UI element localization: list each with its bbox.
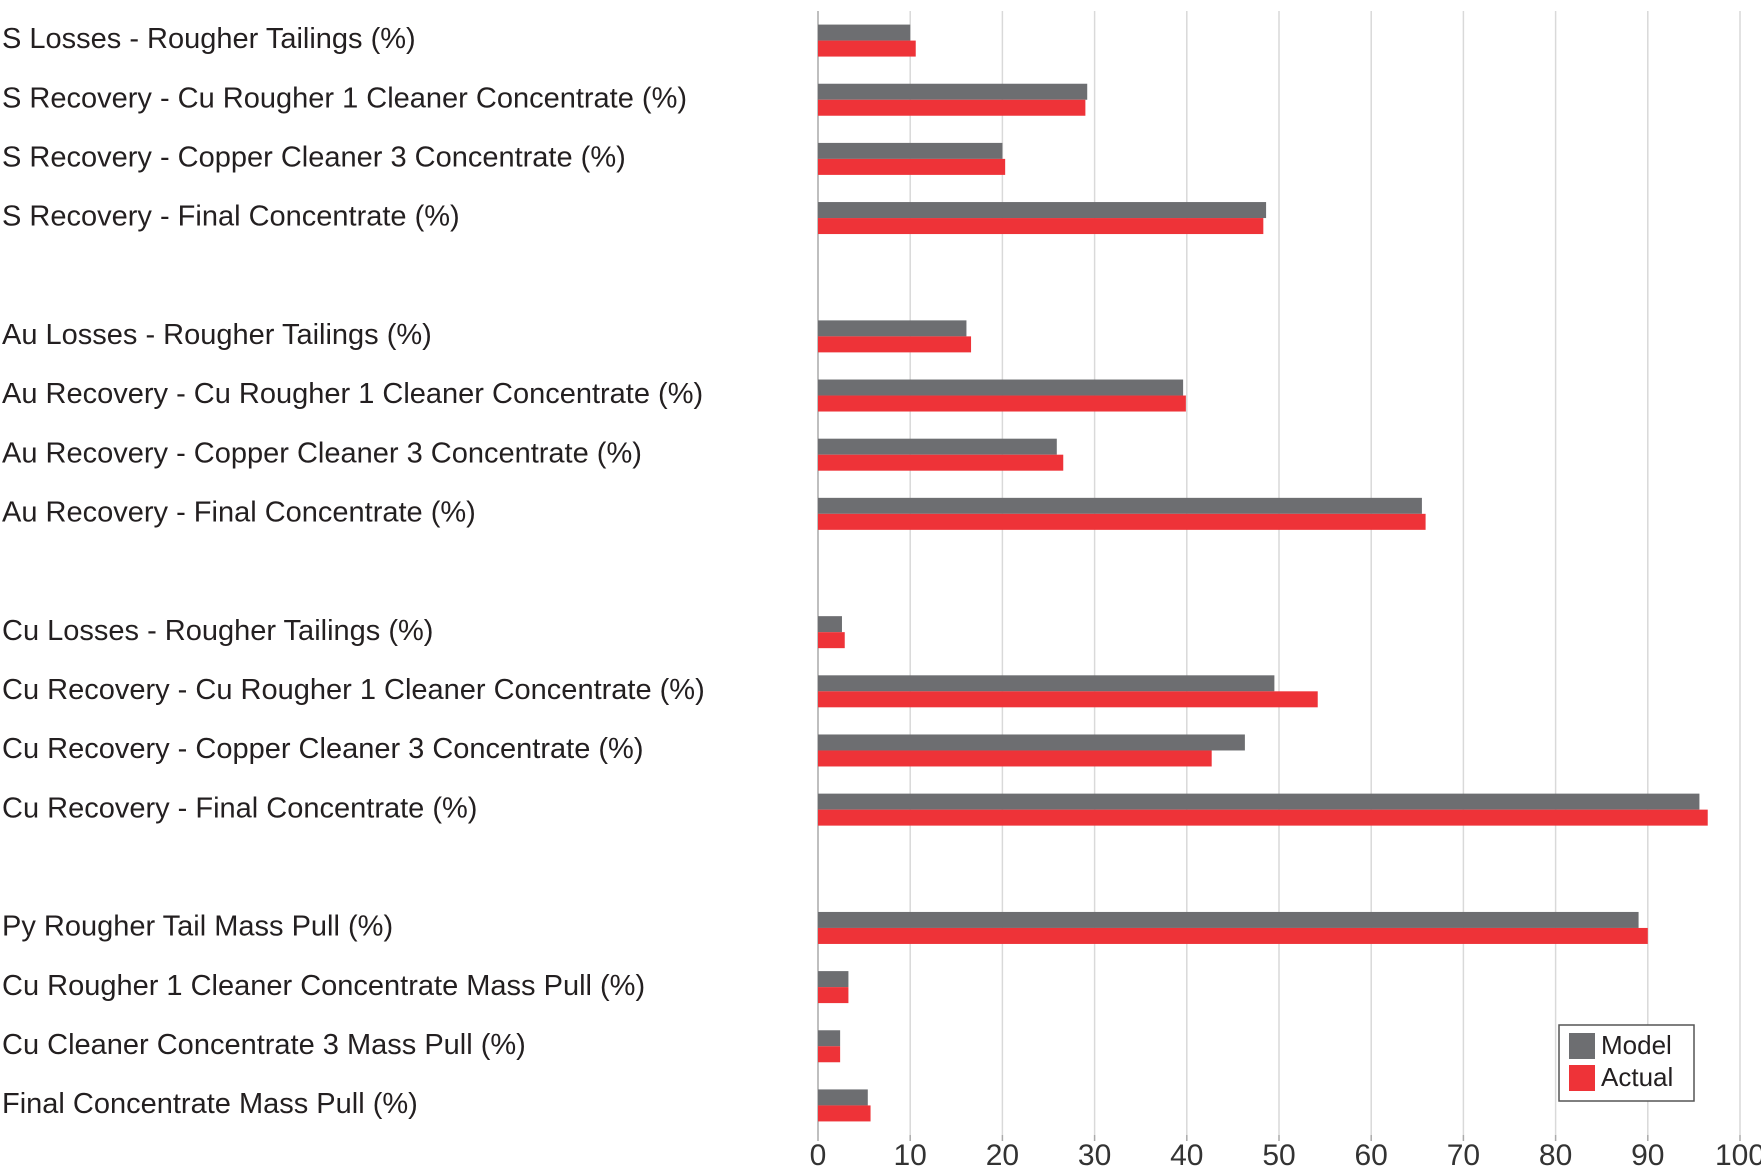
bar [818,1046,841,1063]
bar [818,911,1639,928]
x-tick-label: 50 [1262,1139,1295,1169]
category-label: Au Losses - Rougher Tailings (%) [2,319,432,351]
x-tick-label: 20 [986,1139,1019,1169]
bar [818,1089,868,1106]
bar [818,927,1648,944]
x-tick-label: 70 [1447,1139,1480,1169]
category-label: Cu Recovery - Final Concentrate (%) [2,792,477,824]
bar [818,793,1700,810]
x-tick-label: 80 [1539,1139,1572,1169]
bar [818,1105,871,1122]
bar [818,750,1212,767]
x-tick-label: 100 [1715,1139,1761,1169]
bar [818,395,1186,412]
legend-label: Actual [1601,1062,1673,1092]
category-label: Cu Losses - Rougher Tailings (%) [2,615,433,647]
bar [818,218,1264,235]
bar [818,320,967,337]
bar [818,142,1003,159]
bar [818,513,1426,530]
bar [818,24,911,41]
category-label: Au Recovery - Final Concentrate (%) [2,496,476,528]
bar [818,40,916,57]
bar [818,734,1245,751]
legend-swatch [1569,1065,1595,1091]
bar [818,1030,841,1047]
category-label: Py Rougher Tail Mass Pull (%) [2,911,393,943]
x-tick-label: 30 [1078,1139,1111,1169]
bar [818,632,845,649]
bar [818,202,1267,219]
x-tick-label: 10 [894,1139,927,1169]
legend-swatch [1569,1033,1595,1059]
bar [818,379,1184,396]
category-label: S Losses - Rougher Tailings (%) [2,23,416,55]
x-tick-label: 90 [1631,1139,1664,1169]
category-label: Au Recovery - Copper Cleaner 3 Concentra… [2,437,642,469]
bar [818,971,849,988]
bar [818,83,1088,100]
bar [818,809,1708,826]
category-label: S Recovery - Final Concentrate (%) [2,201,460,233]
bar [818,454,1064,471]
category-label: S Recovery - Copper Cleaner 3 Concentrat… [2,142,626,174]
category-label: Cu Recovery - Cu Rougher 1 Cleaner Conce… [2,674,705,706]
bar [818,497,1422,514]
bar [818,438,1057,455]
bar [818,691,1318,708]
category-label: Cu Cleaner Concentrate 3 Mass Pull (%) [2,1029,526,1061]
category-label: Cu Recovery - Copper Cleaner 3 Concentra… [2,733,644,765]
bar [818,675,1275,692]
category-label: S Recovery - Cu Rougher 1 Cleaner Concen… [2,82,687,114]
x-tick-label: 0 [810,1139,827,1169]
category-label: Au Recovery - Cu Rougher 1 Cleaner Conce… [2,378,703,410]
bar [818,987,849,1004]
bar [818,158,1006,175]
legend-label: Model [1601,1030,1672,1060]
category-label: Final Concentrate Mass Pull (%) [2,1088,418,1120]
bar [818,99,1086,116]
bar [818,616,842,633]
x-tick-label: 60 [1355,1139,1388,1169]
bar [818,336,972,353]
category-label: Cu Rougher 1 Cleaner Concentrate Mass Pu… [2,970,645,1002]
x-tick-label: 40 [1170,1139,1203,1169]
